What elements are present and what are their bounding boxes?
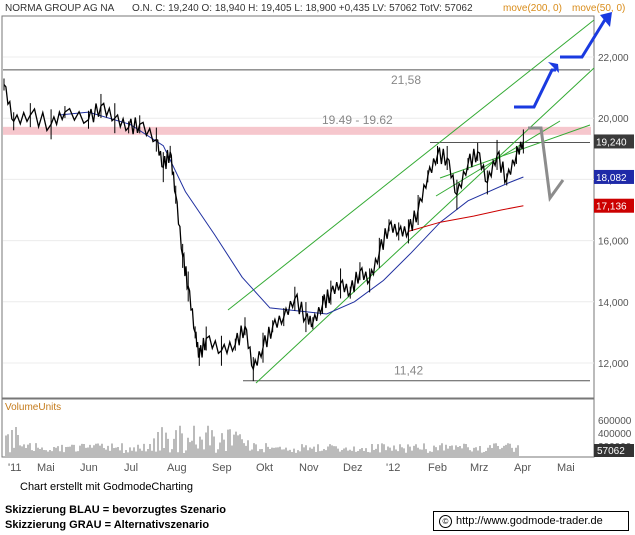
- x-tick-label: Feb: [428, 462, 447, 474]
- volume-bars: 60000040000020000057062: [5, 416, 634, 457]
- volume-tick-label: 600000: [598, 416, 632, 427]
- x-tick-label: Nov: [299, 462, 319, 474]
- volume-last-label: 57062: [597, 446, 625, 457]
- ma200-line: [408, 205, 524, 232]
- price-tag-box: [594, 169, 634, 184]
- blue-arrow-step2: [560, 17, 608, 59]
- x-tick-label: Jul: [124, 462, 138, 474]
- price-tag-label: 19,240: [596, 137, 627, 148]
- y-tick-label: 16,000: [598, 237, 629, 248]
- x-tick-label: Jun: [80, 462, 98, 474]
- price-tag-box: [594, 134, 634, 149]
- x-tick-label: '12: [386, 462, 400, 474]
- note-blue-scenario: Skizzierung BLAU = bevorzugtes Szenario: [5, 504, 226, 516]
- website-link[interactable]: © http://www.godmode-trader.de: [433, 511, 629, 531]
- blue-arrow-step1: [514, 68, 556, 109]
- x-tick-label: Mai: [557, 462, 575, 474]
- x-tick-label: Sep: [212, 462, 232, 474]
- resistance-label: 19.49 - 19.62: [322, 113, 393, 127]
- price-tag-label: 18,082: [596, 173, 627, 184]
- gray-arrow: [528, 126, 565, 202]
- price-tags: 19,240 18,082 17,136: [594, 134, 634, 213]
- price-tag-box: [594, 198, 634, 213]
- high-line-label: 21,58: [391, 73, 421, 87]
- x-tick-label: Aug: [167, 462, 187, 474]
- price-series: [3, 78, 525, 382]
- chart-credit: Chart erstellt mit GodmodeCharting: [20, 481, 193, 493]
- x-tick-label: Mrz: [470, 462, 488, 474]
- trend-lower: [255, 67, 595, 384]
- blue-arrowhead-2: [600, 12, 612, 27]
- x-axis-labels: '11 Mai Jun Jul Aug Sep Okt Nov Dez '12 Feb Mrz Apr M…: [8, 462, 575, 474]
- scenario-arrows: [514, 12, 612, 202]
- website-url: http://www.godmode-trader.de: [456, 515, 603, 527]
- volume-tick-label: 400000: [598, 429, 632, 440]
- y-tick-label: 20,000: [598, 114, 629, 125]
- x-tick-label: Apr: [514, 462, 531, 474]
- x-tick-label: '11: [8, 462, 22, 474]
- y-tick-label: 14,000: [598, 298, 629, 309]
- volume-last-box: [594, 444, 634, 457]
- copyright-icon: ©: [439, 514, 452, 528]
- horizontal-levels: 21,58 11,42: [3, 69, 590, 382]
- quote-line: O.N. C: 19,240 O: 18,940 H: 19,405 L: 18…: [132, 3, 473, 14]
- volume-title: VolumeUnits: [5, 402, 61, 413]
- price-tag-label: 17,136: [596, 202, 627, 213]
- resistance-band: [3, 126, 591, 135]
- note-gray-scenario: Skizzierung GRAU = Alternativszenario: [5, 519, 210, 531]
- ma50-legend: move(50, 0): [572, 3, 625, 14]
- resistance-zone: 19.49 - 19.62: [3, 113, 591, 135]
- volume-panel: [1, 398, 595, 458]
- blue-arrowhead-1: [548, 62, 559, 73]
- trend-upper: [227, 19, 595, 311]
- x-tick-label: Mai: [37, 462, 55, 474]
- low-line-label: 11,42: [394, 364, 423, 378]
- ma200-legend: move(200, 0): [503, 3, 562, 14]
- trend-triangle-lower: [439, 124, 591, 179]
- x-tick-label: Okt: [256, 462, 273, 474]
- instrument-name: NORMA GROUP AG NA: [5, 3, 115, 14]
- x-tick-label: Dez: [343, 462, 363, 474]
- y-tick-label: 22,000: [598, 53, 629, 64]
- y-tick-label: 12,000: [598, 359, 629, 370]
- price-panel: [1, 15, 595, 399]
